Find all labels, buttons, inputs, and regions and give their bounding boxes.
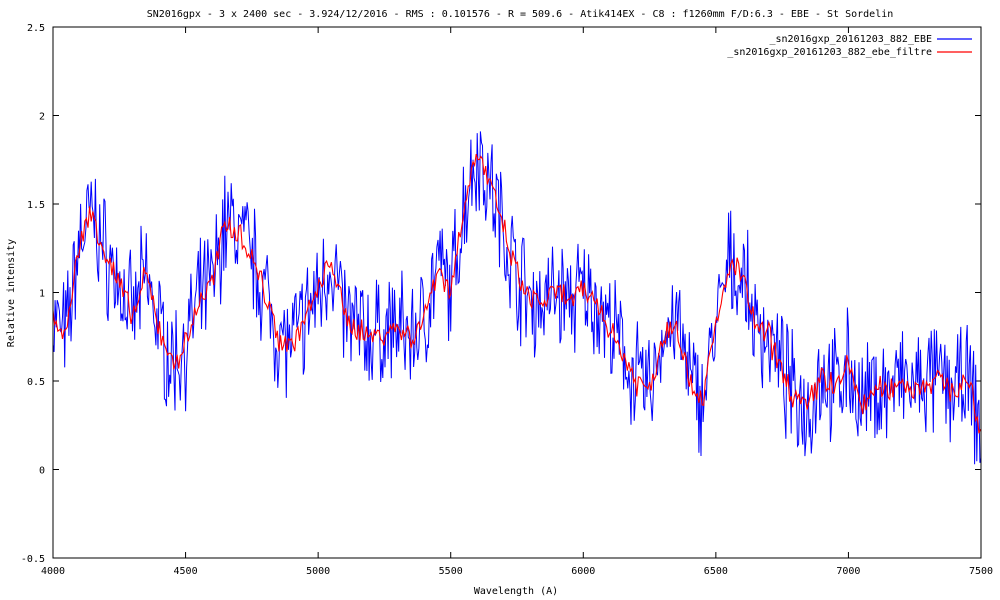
x-tick-label: 7000 — [836, 566, 860, 577]
x-tick-label: 4000 — [41, 566, 65, 577]
y-tick-label: 0.5 — [27, 377, 45, 388]
legend-label-2: _sn2016gxp_20161203_882_ebe_filtre — [727, 47, 932, 58]
x-tick-label: 6500 — [704, 566, 728, 577]
y-tick-label: 2.5 — [27, 23, 45, 34]
x-tick-label: 7500 — [969, 566, 993, 577]
x-tick-label: 6000 — [571, 566, 595, 577]
chart-title: SN2016gpx - 3 x 2400 sec - 3.924/12/2016… — [147, 9, 894, 20]
x-axis-title: Wavelength (A) — [474, 586, 558, 597]
series-layer — [52, 131, 982, 465]
series-raw-spectrum-line — [52, 131, 982, 465]
y-axis-title: Relative intensity — [6, 239, 17, 347]
y-tick-label: -0.5 — [21, 554, 45, 565]
legend-label-1: _sn2016gxp_20161203_882_EBE — [769, 34, 932, 45]
legend: _sn2016gxp_20161203_882_EBE _sn2016gxp_2… — [727, 34, 972, 58]
y-tick-label: 0 — [39, 466, 45, 477]
x-tick-label: 4500 — [174, 566, 198, 577]
y-tick-label: 2 — [39, 112, 45, 123]
x-tick-label: 5500 — [439, 566, 463, 577]
y-tick-label: 1 — [39, 289, 45, 300]
y-tick-label: 1.5 — [27, 200, 45, 211]
series-filtered-spectrum-line — [52, 153, 982, 434]
x-tick-label: 5000 — [306, 566, 330, 577]
plot-frame — [52, 26, 982, 559]
axis-ticks: 4000 4500 5000 5500 6000 6500 7000 7500 -0.5 0 0.5… — [21, 23, 993, 577]
